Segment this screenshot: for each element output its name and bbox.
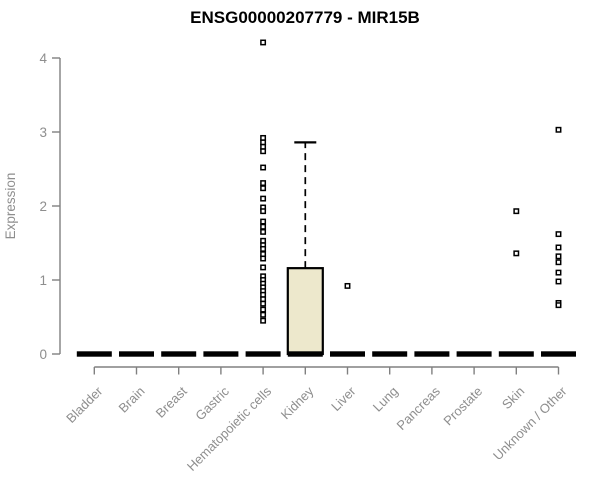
y-tick-label: 2 [39, 199, 47, 214]
outlier-point [555, 253, 562, 260]
outlier-point [260, 148, 267, 155]
median-bar [161, 351, 197, 357]
y-tick-label: 4 [39, 51, 47, 66]
median-bar [330, 351, 365, 357]
median-bar [541, 351, 576, 357]
outlier-point [260, 185, 267, 192]
outlier-point [260, 228, 267, 235]
outlier-point [555, 126, 562, 133]
median-bar [498, 351, 534, 357]
outlier-point [555, 259, 562, 266]
outlier-point [260, 180, 267, 187]
outlier-point [260, 218, 267, 225]
outlier-point [344, 282, 351, 289]
outlier-point [260, 306, 267, 313]
median-bar [203, 351, 239, 357]
x-tick-label: Gastric [192, 383, 232, 423]
outlier-point [555, 302, 562, 309]
outlier-point [260, 311, 267, 318]
x-tick-label: Bladder [63, 383, 106, 426]
y-tick-label: 3 [39, 125, 47, 140]
median-bar [456, 351, 492, 357]
outlier-point [513, 250, 520, 257]
outlier-point [260, 317, 267, 324]
outlier-point [260, 195, 267, 202]
x-tick-label: Lung [370, 384, 401, 415]
x-tick-label: Skin [499, 384, 527, 412]
x-tick-label: Kidney [278, 383, 317, 422]
box [286, 267, 324, 356]
outlier-point [260, 245, 267, 252]
outlier-point [555, 231, 562, 238]
y-tick-label: 0 [39, 347, 47, 362]
x-tick-label: Liver [328, 383, 359, 414]
outlier-point [513, 208, 520, 215]
median-bar [76, 351, 112, 357]
x-tick-label: Prostate [440, 384, 485, 429]
outlier-point [260, 264, 267, 271]
outlier-point [260, 255, 267, 262]
y-tick-label: 1 [39, 273, 47, 288]
x-tick-label: Unknown / Other [490, 383, 570, 463]
median-bar [245, 351, 281, 357]
chart-title: ENSG00000207779 - MIR15B [190, 8, 420, 27]
median-bar [414, 351, 450, 357]
median-bar [287, 351, 323, 357]
outlier-point [260, 208, 267, 215]
median-bar [119, 351, 154, 357]
outlier-point [260, 39, 267, 46]
median-bar [372, 351, 408, 357]
outlier-point [555, 269, 562, 276]
outlier-point [260, 300, 267, 307]
outlier-point [260, 164, 267, 171]
x-tick-label: Pancreas [394, 383, 444, 433]
x-tick-label: Breast [153, 383, 190, 420]
y-axis-label: Expression [3, 173, 18, 240]
outlier-point [555, 244, 562, 251]
outlier-point [555, 278, 562, 285]
outlier-point [260, 223, 267, 230]
x-tick-label: Brain [116, 384, 148, 416]
